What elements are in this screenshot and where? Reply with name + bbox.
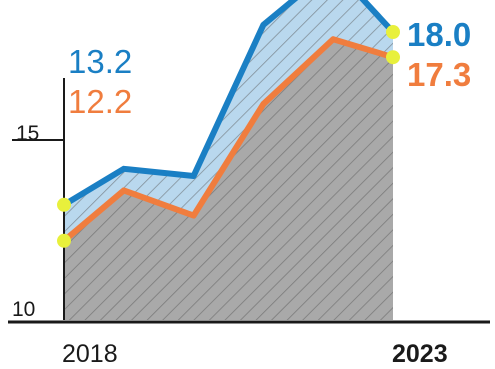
start-marker-series-2 — [57, 233, 71, 248]
y-tick-label-10: 10 — [12, 298, 35, 321]
series-1-area-hatch — [64, 0, 393, 241]
start-value-label-series-2: 12.2 — [68, 83, 132, 120]
end-value-label-series-1: 18.0 — [407, 16, 471, 53]
end-marker-series-2 — [386, 50, 400, 65]
x-tick-label-end: 2023 — [392, 340, 448, 368]
series-2-line — [61, 36, 396, 244]
end-marker-series-1 — [386, 25, 400, 39]
series-2-area-hatch — [64, 39, 393, 320]
x-tick-label-start: 2018 — [62, 340, 118, 368]
end-value-label-series-2: 17.3 — [407, 56, 471, 93]
series-1-line — [61, 0, 396, 208]
y-tick-label-15: 15 — [16, 122, 39, 145]
start-marker-series-1 — [57, 197, 71, 212]
start-value-label-series-1: 13.2 — [68, 43, 132, 80]
